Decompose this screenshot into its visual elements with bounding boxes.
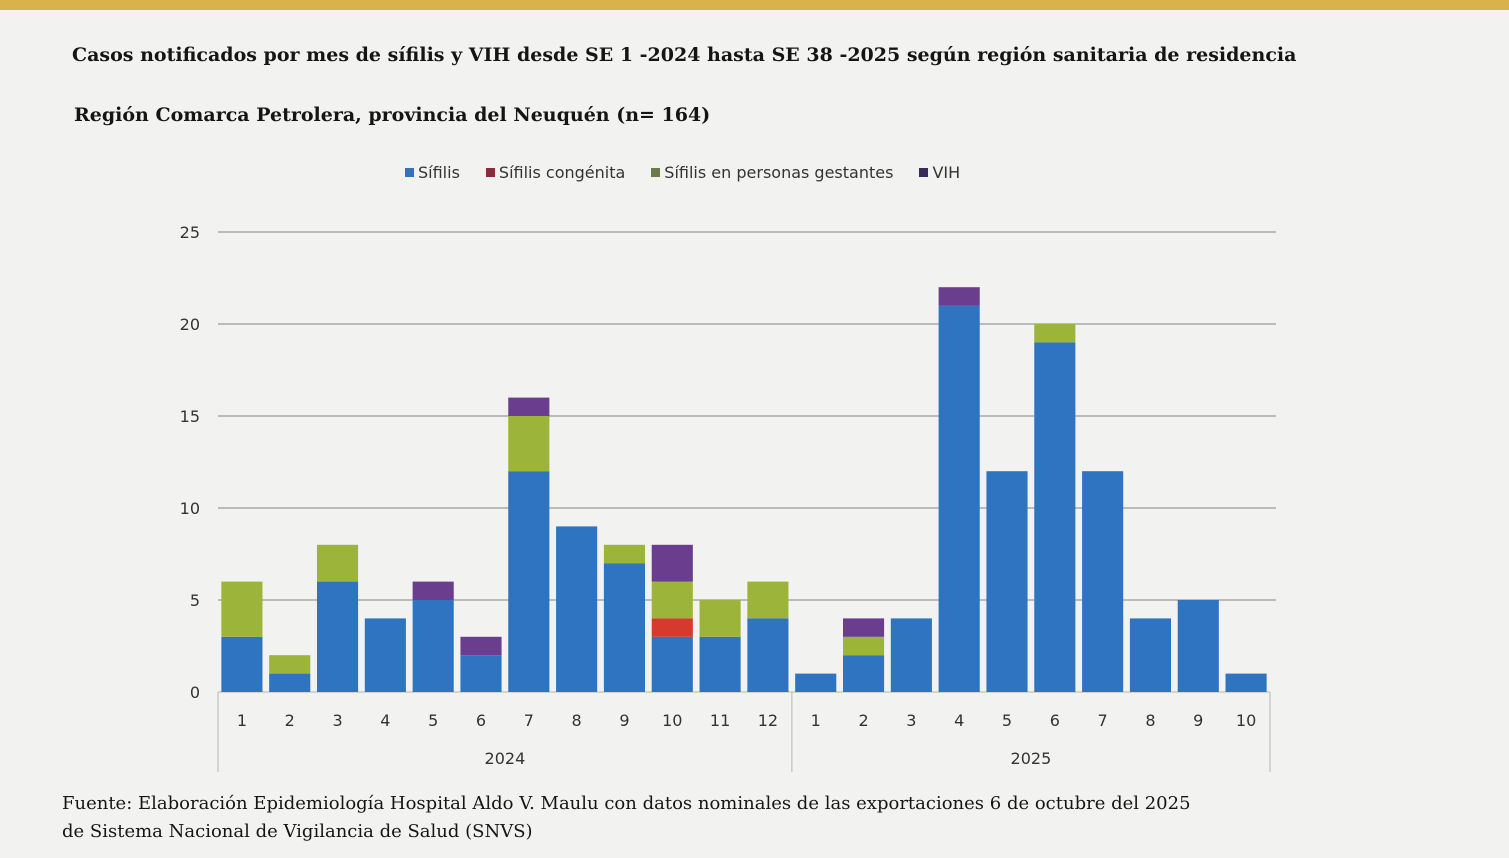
bar-segment xyxy=(795,673,837,692)
x-tick-label: 4 xyxy=(380,711,390,730)
chart-title: Casos notificados por mes de sífilis y V… xyxy=(72,44,1297,66)
x-tick-label: 6 xyxy=(1050,711,1060,730)
x-tick-label: 12 xyxy=(758,711,778,730)
legend-item-vih: VIH xyxy=(919,163,960,182)
x-tick-label: 3 xyxy=(906,711,916,730)
legend-label-sifilis-congenita: Sífilis congénita xyxy=(498,162,626,182)
x-tick-label: 5 xyxy=(1002,711,1012,730)
legend-item-sifilis-congenita: Sífilis congénita xyxy=(485,162,626,182)
x-tick-label: 9 xyxy=(1193,711,1203,730)
y-tick-label: 10 xyxy=(180,499,200,518)
x-tick-label: 4 xyxy=(954,711,964,730)
bar-segment xyxy=(460,655,502,692)
legend-item-sifilis-gestantes: Sífilis en personas gestantes xyxy=(651,163,893,182)
legend: Sífilis Sífilis congénita Sífilis en per… xyxy=(405,160,960,184)
bar-segment xyxy=(699,600,741,637)
legend-label-sifilis: Sífilis xyxy=(418,162,460,182)
bar-segment xyxy=(890,618,932,692)
bar-segment xyxy=(1225,673,1267,692)
bar-segment xyxy=(556,526,598,692)
legend-swatch-sifilis xyxy=(405,167,414,177)
legend-label-sifilis-gestantes: Sífilis en personas gestantes xyxy=(664,162,894,182)
bar-segment xyxy=(938,305,980,692)
bar-segment xyxy=(460,636,502,656)
bar-segment xyxy=(603,563,646,692)
bar-segment xyxy=(651,636,693,692)
y-tick-label: 25 xyxy=(180,223,200,242)
source-note: Fuente: Elaboración Epidemiología Hospit… xyxy=(62,790,1442,846)
bar-segment xyxy=(412,600,454,692)
x-tick-label: 1 xyxy=(811,711,821,730)
x-tick-label: 7 xyxy=(1098,711,1108,730)
x-tick-label: 3 xyxy=(332,711,342,730)
bar-segment xyxy=(1129,618,1172,692)
source-line-1: Fuente: Elaboración Epidemiología Hospit… xyxy=(62,793,1191,814)
bar-segment xyxy=(1034,342,1076,692)
bar-segment xyxy=(1177,600,1219,692)
x-tick-label: 2 xyxy=(858,711,868,730)
bar-segment xyxy=(364,618,406,692)
bar-segment xyxy=(221,636,263,692)
bar-segment xyxy=(412,581,454,600)
legend-item-sifilis: Sífilis xyxy=(405,163,460,182)
bar-segment xyxy=(651,618,693,637)
x-tick-label: 7 xyxy=(524,711,534,730)
bar-segment xyxy=(938,287,980,306)
x-tick-label: 8 xyxy=(572,711,582,730)
bar-segment xyxy=(316,581,359,692)
chart-subtitle: Región Comarca Petrolera, provincia del … xyxy=(74,104,711,126)
legend-label-vih: VIH xyxy=(932,162,961,182)
bar-segment xyxy=(842,636,885,656)
legend-swatch-sifilis-gestantes xyxy=(651,167,661,177)
y-tick-label: 5 xyxy=(190,591,200,610)
bar-segment xyxy=(842,618,885,637)
bar-segment xyxy=(747,581,789,619)
y-tick-label: 20 xyxy=(180,315,200,334)
bar-segment xyxy=(651,544,693,582)
x-group-label: 2025 xyxy=(1011,749,1052,768)
bar-segment xyxy=(1082,471,1124,692)
bar-segment xyxy=(603,544,646,564)
x-tick-label: 11 xyxy=(710,711,730,730)
bar-segment xyxy=(747,618,789,692)
bar-segment xyxy=(1034,324,1076,343)
bar-segment xyxy=(508,416,550,472)
x-tick-label: 2 xyxy=(285,711,295,730)
x-tick-label: 8 xyxy=(1145,711,1155,730)
bar-segment xyxy=(269,655,311,674)
bar-segment xyxy=(508,471,550,692)
bar-segment xyxy=(699,636,741,692)
x-tick-label: 1 xyxy=(237,711,247,730)
x-group-label: 2024 xyxy=(485,749,526,768)
bar-segment xyxy=(508,397,550,416)
y-tick-label: 15 xyxy=(180,407,200,426)
x-tick-label: 6 xyxy=(476,711,486,730)
bar-segment xyxy=(269,673,311,692)
legend-swatch-vih xyxy=(919,167,929,177)
y-tick-label: 0 xyxy=(190,683,200,702)
bar-segment xyxy=(651,581,693,619)
bar-segment xyxy=(986,471,1028,692)
bar-segment xyxy=(221,581,263,637)
legend-swatch-sifilis-congenita xyxy=(485,167,495,177)
x-tick-label: 10 xyxy=(1236,711,1256,730)
top-band xyxy=(0,0,1509,10)
x-tick-label: 10 xyxy=(662,711,682,730)
bar-segment xyxy=(842,655,885,692)
x-tick-label: 5 xyxy=(428,711,438,730)
source-line-2: de Sistema Nacional de Vigilancia de Sal… xyxy=(62,821,533,842)
bar-segment xyxy=(316,544,359,582)
x-tick-label: 9 xyxy=(619,711,629,730)
